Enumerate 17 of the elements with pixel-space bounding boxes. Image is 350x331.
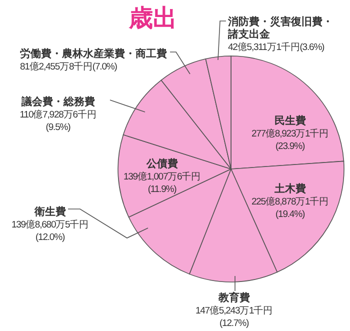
data-label: 139億1,007万6千円(11.9%) <box>123 170 201 195</box>
slice-label: 公債費 <box>145 157 178 170</box>
slice-label: 衛生費 <box>33 205 66 218</box>
chart-title: 歳出 <box>128 4 177 32</box>
slice-label: 民生費 <box>274 114 306 127</box>
slice-label: 土木費 <box>273 182 306 195</box>
data-label: 110億7,928万6千円(9.5%) <box>20 108 96 133</box>
data-label: 139億8,680万5千円(12.0%) <box>11 218 89 243</box>
data-label: 147億5,243万1千円(12.7%) <box>195 304 273 329</box>
slice-label: 労働費・農林水産業費・商工費 <box>20 47 168 60</box>
data-label: 81億2,455万8千円(7.0%) <box>20 60 118 72</box>
slice-label: 消防費・災害復旧費・諸支出金 <box>227 15 333 40</box>
data-label: 42億5,311万1千円(3.6%) <box>228 41 325 53</box>
legend-label: 議会費・総務費 <box>20 95 96 108</box>
slice-label: 教育費 <box>217 291 250 304</box>
data-label: 225億8,878万1千円(19.4%) <box>251 196 329 220</box>
data-label: 277億8,923万1千円(23.9%) <box>251 128 329 152</box>
